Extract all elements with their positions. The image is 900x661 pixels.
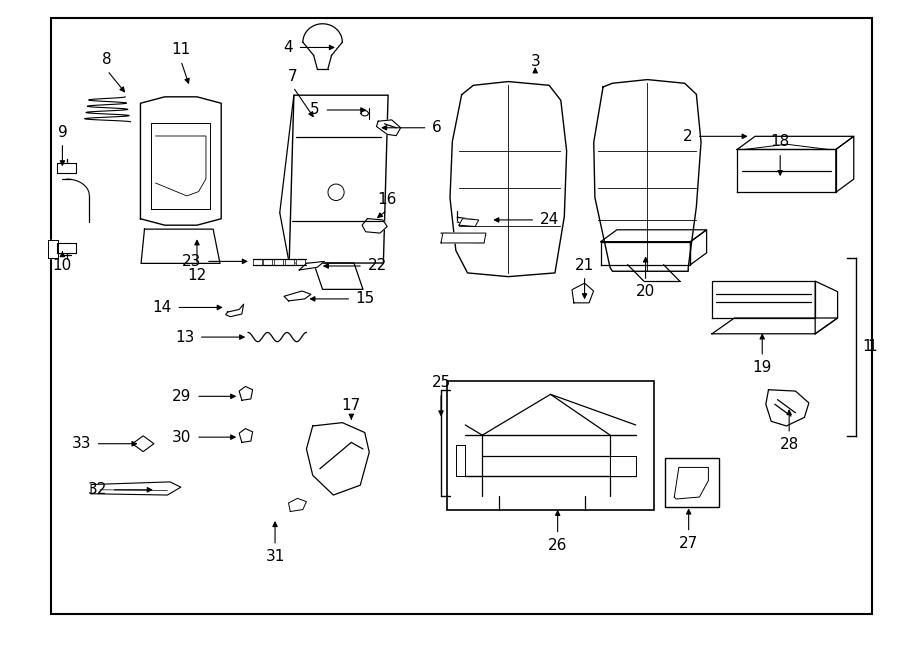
- Polygon shape: [48, 240, 58, 258]
- Text: 21: 21: [575, 258, 594, 272]
- Text: 5: 5: [310, 102, 320, 118]
- Polygon shape: [600, 242, 690, 264]
- Text: 24: 24: [540, 212, 559, 227]
- Polygon shape: [285, 259, 294, 264]
- Polygon shape: [226, 304, 244, 317]
- Text: 9: 9: [58, 125, 68, 139]
- Text: 30: 30: [172, 430, 192, 445]
- Text: 29: 29: [172, 389, 192, 404]
- Ellipse shape: [328, 184, 344, 200]
- Polygon shape: [57, 163, 76, 173]
- Text: 13: 13: [175, 330, 194, 344]
- Polygon shape: [264, 259, 273, 264]
- Polygon shape: [459, 219, 479, 227]
- Polygon shape: [306, 422, 369, 495]
- Polygon shape: [600, 230, 706, 242]
- Polygon shape: [239, 428, 253, 442]
- Polygon shape: [141, 229, 220, 263]
- Text: 10: 10: [53, 258, 72, 273]
- Polygon shape: [674, 467, 708, 499]
- Text: 1: 1: [868, 340, 877, 354]
- Polygon shape: [376, 120, 400, 136]
- Polygon shape: [313, 263, 363, 290]
- Polygon shape: [151, 123, 211, 209]
- Polygon shape: [766, 390, 809, 426]
- Polygon shape: [296, 259, 304, 264]
- Text: 12: 12: [187, 268, 207, 283]
- Text: 15: 15: [356, 292, 375, 307]
- Text: 4: 4: [284, 40, 293, 55]
- Polygon shape: [815, 281, 838, 334]
- Text: 28: 28: [779, 437, 799, 452]
- Text: 25: 25: [431, 375, 451, 390]
- Text: 3: 3: [530, 54, 540, 69]
- Text: 20: 20: [636, 284, 655, 299]
- Text: 17: 17: [342, 398, 361, 412]
- Text: 7: 7: [288, 69, 298, 84]
- Polygon shape: [737, 136, 854, 149]
- Text: 11: 11: [171, 42, 191, 58]
- Polygon shape: [253, 259, 262, 264]
- Text: 1: 1: [863, 340, 872, 354]
- Polygon shape: [239, 387, 253, 401]
- Polygon shape: [690, 230, 707, 264]
- Polygon shape: [594, 79, 701, 271]
- Text: 16: 16: [377, 192, 397, 207]
- Polygon shape: [712, 318, 838, 334]
- Bar: [665, 457, 719, 507]
- Polygon shape: [140, 97, 221, 225]
- Text: 18: 18: [770, 134, 790, 149]
- Text: 31: 31: [266, 549, 284, 564]
- Text: 14: 14: [153, 300, 172, 315]
- Polygon shape: [284, 291, 310, 301]
- Text: 32: 32: [88, 483, 107, 497]
- Polygon shape: [712, 281, 815, 318]
- Text: 22: 22: [367, 258, 387, 274]
- Polygon shape: [610, 455, 635, 476]
- Text: 33: 33: [72, 436, 91, 451]
- Polygon shape: [836, 136, 854, 192]
- Text: 6: 6: [432, 120, 442, 136]
- Circle shape: [361, 110, 368, 116]
- Polygon shape: [572, 283, 594, 303]
- Polygon shape: [274, 259, 284, 264]
- Text: 27: 27: [679, 536, 698, 551]
- Text: 26: 26: [548, 538, 567, 553]
- Polygon shape: [132, 436, 154, 451]
- Polygon shape: [300, 261, 324, 270]
- Text: 2: 2: [682, 129, 692, 144]
- Polygon shape: [289, 498, 306, 512]
- Polygon shape: [362, 219, 387, 233]
- Polygon shape: [737, 149, 836, 192]
- Bar: [447, 381, 653, 510]
- Text: 19: 19: [752, 360, 772, 375]
- Polygon shape: [91, 482, 181, 495]
- Polygon shape: [456, 446, 465, 476]
- Polygon shape: [57, 243, 76, 253]
- Text: 23: 23: [182, 254, 202, 269]
- Polygon shape: [289, 95, 388, 263]
- Text: 8: 8: [103, 52, 112, 67]
- Polygon shape: [450, 81, 567, 277]
- Polygon shape: [441, 233, 486, 243]
